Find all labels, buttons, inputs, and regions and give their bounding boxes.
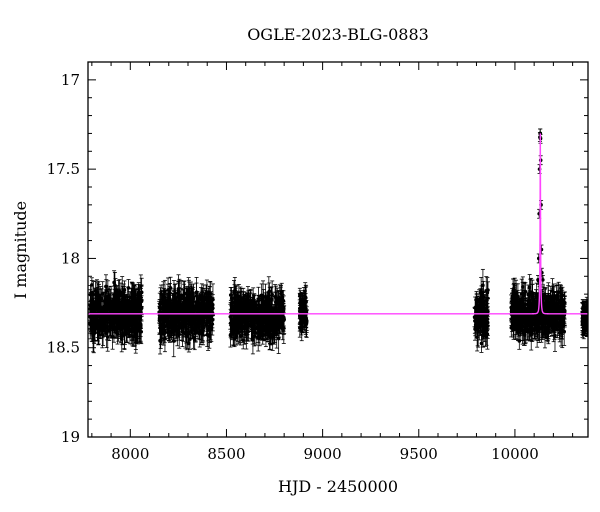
plot-frame	[88, 62, 588, 437]
x-tick-label: 10000	[491, 445, 539, 463]
y-tick-label: 18	[61, 249, 80, 267]
x-tick-label: 9000	[304, 445, 342, 463]
x-tick-label: 9500	[400, 445, 438, 463]
chart-title: OGLE-2023-BLG-0883	[247, 25, 429, 44]
y-axis-title: I magnitude	[11, 201, 30, 299]
y-tick-label: 19	[61, 428, 80, 446]
x-tick-label: 8500	[207, 445, 245, 463]
y-tick-label: 17	[61, 71, 80, 89]
data-points	[88, 129, 590, 357]
x-tick-labels: 8000 8500 9000 9500 10000	[111, 445, 539, 463]
y-tick-labels: 17 17.5 18 18.5 19	[47, 71, 80, 446]
x-tick-label: 8000	[111, 445, 149, 463]
x-axis-title: HJD - 2450000	[278, 477, 398, 496]
y-tick-label: 17.5	[47, 160, 80, 178]
y-tick-label: 18.5	[47, 339, 80, 357]
axis-ticks	[88, 62, 588, 437]
